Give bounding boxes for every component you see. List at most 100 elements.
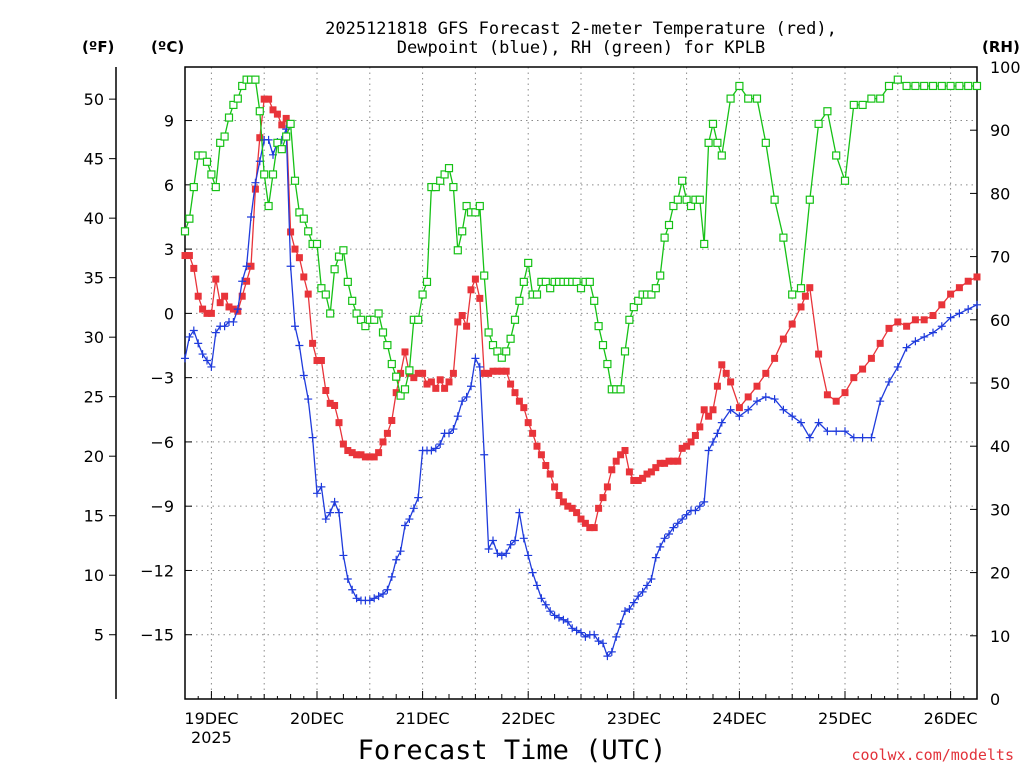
- dewpoint-point: [832, 427, 841, 436]
- rh-point: [840, 176, 850, 185]
- dewpoint-point: [651, 553, 660, 562]
- fahrenheit-tick-label: 30: [84, 328, 104, 347]
- axes: [109, 66, 978, 700]
- rh-point: [233, 94, 242, 103]
- 2-meter-temperature-point: [771, 354, 779, 362]
- rh-point: [348, 296, 357, 305]
- 2-meter-temperature-point: [894, 318, 902, 326]
- grid-lines: [185, 67, 977, 699]
- dewpoint-point: [849, 433, 858, 442]
- dewpoint-point: [788, 412, 797, 421]
- 2-meter-temperature-point: [449, 369, 457, 377]
- rh-point: [814, 119, 823, 128]
- dewpoint-point: [779, 405, 788, 414]
- rh-point: [594, 322, 603, 331]
- 2-meter-temperature-point: [630, 476, 638, 484]
- rh-tick-label: 40: [990, 437, 1010, 456]
- rh-point: [713, 138, 722, 147]
- rh-point: [656, 271, 665, 280]
- rh-point: [695, 195, 704, 204]
- 2-meter-temperature-point: [427, 378, 435, 386]
- 2-meter-temperature-point: [929, 312, 937, 320]
- 2-meter-temperature-point: [445, 378, 453, 386]
- rh-point: [744, 94, 753, 103]
- rh-point: [524, 258, 533, 268]
- dewpoint-point: [700, 497, 709, 506]
- 2-meter-temperature-point: [265, 95, 273, 103]
- dewpoint-point: [383, 585, 392, 594]
- rh-point: [326, 309, 335, 318]
- dewpoint-point: [814, 418, 823, 427]
- dewpoint-point: [911, 337, 920, 346]
- credit-text: coolwx.com/modelts: [851, 746, 1014, 764]
- 2-meter-temperature-point: [520, 404, 528, 412]
- rh-point: [444, 164, 454, 173]
- rh-tick-label: 60: [990, 311, 1010, 330]
- 2-meter-temperature-point: [762, 369, 770, 377]
- 2-meter-temperature-point: [282, 114, 290, 122]
- 2-meter-temperature-point: [414, 369, 422, 377]
- rh-point: [598, 340, 608, 350]
- 2-meter-temperature-point: [203, 309, 211, 317]
- dewpoint-point: [493, 549, 502, 558]
- dewpoint-point: [299, 371, 308, 380]
- dewpoint-point: [515, 508, 524, 517]
- dewpoint-point: [581, 632, 590, 641]
- 2-meter-temperature-point: [832, 397, 840, 405]
- dewpoint-point: [387, 572, 396, 581]
- celsius-tick-label: −3: [150, 369, 174, 388]
- 2-meter-temperature-point: [295, 254, 303, 262]
- dewpoint-point: [568, 624, 577, 633]
- dewpoint-point: [572, 626, 581, 635]
- dewpoint-point: [286, 262, 295, 271]
- rh-point: [682, 195, 691, 204]
- rh-point: [647, 290, 656, 299]
- x-tick-label: 26DEC: [924, 709, 978, 728]
- rh-point: [317, 284, 326, 293]
- rh-point: [224, 113, 234, 122]
- dewpoint-point: [607, 647, 616, 656]
- 2-meter-temperature-point: [625, 468, 633, 476]
- 2-meter-temperature-point: [485, 369, 493, 377]
- dewpoint-point: [955, 309, 964, 318]
- dewpoint-point: [563, 617, 572, 626]
- celsius-tick-label: 3: [164, 240, 174, 259]
- dewpoint-point: [519, 534, 528, 543]
- dewpoint-point: [370, 594, 379, 603]
- dewpoint-point: [220, 322, 229, 331]
- rh-point: [796, 284, 806, 293]
- rh-point: [779, 233, 788, 242]
- celsius-tick-label: 9: [164, 112, 174, 131]
- dewpoint-point: [616, 620, 625, 629]
- dewpoint-point: [409, 504, 418, 513]
- dewpoint-point: [436, 440, 445, 449]
- rh-point: [449, 182, 458, 192]
- 2-meter-temperature-point: [247, 262, 255, 270]
- rh-point: [273, 138, 282, 147]
- x-tick-label: 21DEC: [396, 709, 450, 728]
- 2-meter-temperature-point: [493, 367, 501, 375]
- 2-meter-temperature-point: [480, 369, 488, 377]
- dewpoint-point: [251, 178, 260, 187]
- rh-point: [678, 176, 687, 185]
- dewpoint-point: [211, 328, 220, 337]
- dewpoint-point: [502, 549, 511, 558]
- dewpoint-point: [480, 450, 489, 459]
- rh-point: [295, 208, 304, 217]
- 2-meter-temperature-point: [348, 449, 356, 457]
- rh-point: [510, 315, 520, 324]
- dewpoint-point: [291, 322, 299, 331]
- 2-meter-temperature-point: [537, 451, 545, 459]
- 2-meter-temperature-point: [903, 322, 911, 330]
- dewpoint-point: [656, 542, 665, 551]
- 2-meter-temperature-point: [335, 419, 343, 427]
- dewpoint-point: [343, 575, 352, 584]
- rh-point: [277, 145, 286, 154]
- rh-point: [867, 94, 876, 103]
- dewpoint-point: [524, 551, 533, 560]
- dewpoint-point: [185, 332, 194, 341]
- rh-point: [462, 201, 471, 211]
- rh-point: [735, 81, 744, 91]
- fahrenheit-tick-label: 15: [84, 507, 104, 526]
